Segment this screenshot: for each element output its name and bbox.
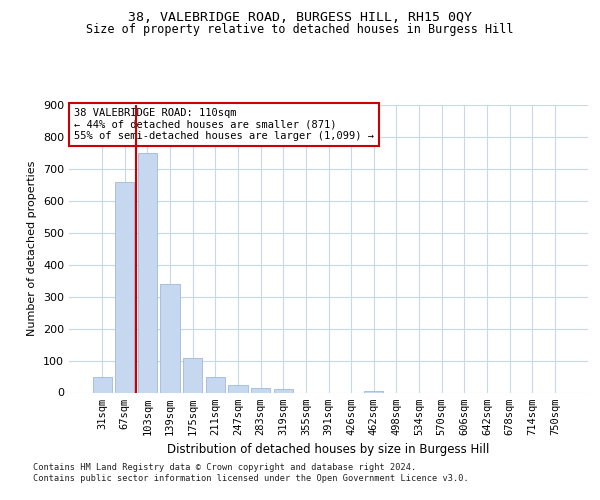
Text: Size of property relative to detached houses in Burgess Hill: Size of property relative to detached ho… — [86, 22, 514, 36]
Bar — [274, 390, 293, 392]
Bar — [364, 391, 383, 392]
Bar — [229, 386, 248, 392]
Bar — [206, 377, 225, 392]
Bar — [183, 358, 202, 392]
Text: 38 VALEBRIDGE ROAD: 110sqm
← 44% of detached houses are smaller (871)
55% of sem: 38 VALEBRIDGE ROAD: 110sqm ← 44% of deta… — [74, 108, 374, 141]
Bar — [92, 376, 112, 392]
Bar — [160, 284, 180, 393]
Y-axis label: Number of detached properties: Number of detached properties — [28, 161, 37, 336]
Bar — [115, 182, 134, 392]
Bar — [251, 388, 270, 392]
Text: Contains public sector information licensed under the Open Government Licence v3: Contains public sector information licen… — [33, 474, 469, 483]
Bar — [138, 153, 157, 392]
X-axis label: Distribution of detached houses by size in Burgess Hill: Distribution of detached houses by size … — [167, 443, 490, 456]
Text: 38, VALEBRIDGE ROAD, BURGESS HILL, RH15 0QY: 38, VALEBRIDGE ROAD, BURGESS HILL, RH15 … — [128, 11, 472, 24]
Text: Contains HM Land Registry data © Crown copyright and database right 2024.: Contains HM Land Registry data © Crown c… — [33, 462, 416, 471]
